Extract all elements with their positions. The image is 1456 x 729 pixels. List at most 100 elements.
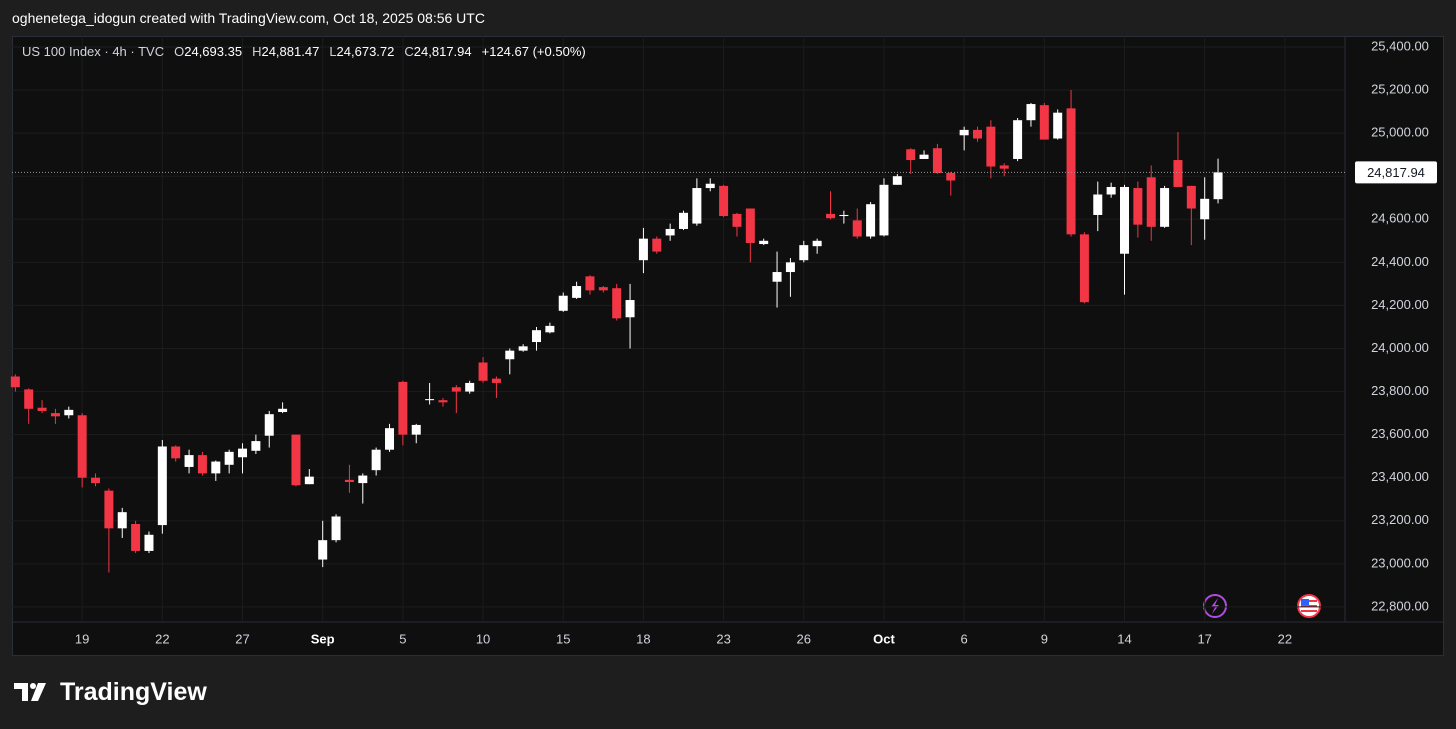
candle-body [1093, 194, 1103, 215]
candle-body [144, 534, 154, 551]
ohlc: O24,693.35 H24,881.47 L24,673.72 C24,817.94 [174, 44, 472, 59]
candle-body [906, 149, 916, 161]
candle-body [772, 272, 782, 282]
candle-body [425, 399, 435, 401]
y-tick-label: 23,600.00 [1371, 426, 1429, 441]
candle-body [719, 185, 729, 217]
y-tick-label: 24,600.00 [1371, 211, 1429, 226]
candle-body [344, 479, 354, 483]
x-tick-label: 14 [1117, 631, 1131, 646]
x-tick-label: 18 [636, 631, 650, 646]
candle-body [91, 477, 101, 484]
candle-body [932, 148, 942, 173]
candle-body [1026, 104, 1036, 121]
y-tick-label: 25,200.00 [1371, 81, 1429, 96]
candle-body [826, 213, 836, 219]
ohlc-letter: C [404, 44, 414, 59]
candle-body [1173, 160, 1183, 187]
change: +124.67 (+0.50%) [481, 44, 586, 59]
candle-body [692, 188, 702, 224]
candle-body [999, 165, 1009, 169]
ohlc-item: O24,693.35 [174, 44, 242, 59]
candle-body [986, 126, 996, 167]
candle-body [1200, 198, 1210, 220]
y-tick-label: 24,000.00 [1371, 340, 1429, 355]
candle-body [64, 409, 74, 416]
candle-body [598, 287, 608, 291]
candle-body [318, 540, 328, 560]
candle-body [264, 414, 274, 436]
candle-body [892, 176, 902, 185]
candle-body [959, 129, 969, 136]
x-tick-label: 26 [797, 631, 811, 646]
candle-body [451, 387, 461, 392]
ohlc-letter: L [329, 44, 337, 59]
candle-body [839, 214, 849, 217]
candle-body [291, 434, 301, 486]
x-tick-label: 22 [155, 631, 169, 646]
ohlc-value: 24,693.35 [184, 44, 243, 59]
candle-body [104, 490, 114, 529]
candle-body [1160, 188, 1170, 227]
candle-body [224, 451, 234, 465]
candle-body [558, 295, 568, 311]
candle-body [251, 441, 261, 451]
candle-body [759, 240, 769, 245]
candle-body [24, 389, 34, 409]
candle-body [745, 208, 755, 243]
candle-body [652, 238, 662, 252]
candle-body [10, 376, 20, 388]
candle-body [37, 407, 47, 411]
candle-body [1013, 120, 1023, 159]
x-tick-label: 15 [556, 631, 570, 646]
candle-body [50, 413, 60, 417]
candle-body [184, 455, 194, 467]
candle-body [1106, 186, 1116, 195]
x-tick-label: 22 [1278, 631, 1292, 646]
x-tick-label: 10 [476, 631, 490, 646]
y-tick-label: 23,400.00 [1371, 469, 1429, 484]
candle-body [1039, 105, 1049, 140]
attribution: oghenetega_idogun created with TradingVi… [12, 10, 485, 26]
candle-body [131, 524, 141, 551]
candle-body [411, 424, 421, 435]
y-tick-label: 25,000.00 [1371, 125, 1429, 140]
candle-body [532, 330, 542, 343]
legend: US 100 Index · 4h · TVC O24,693.35 H24,88… [22, 44, 586, 59]
candle-body [1053, 112, 1063, 139]
candle-body [465, 382, 475, 392]
candle-body [638, 238, 648, 261]
flag-icon[interactable] [1297, 594, 1321, 618]
y-tick-label: 24,400.00 [1371, 254, 1429, 269]
candle-body [665, 228, 675, 236]
ohlc-item: C24,817.94 [404, 44, 471, 59]
candle-body [1066, 108, 1076, 235]
event-icon[interactable] [1203, 594, 1227, 618]
candle-body [478, 362, 488, 381]
x-tick-label: 23 [716, 631, 730, 646]
candle-body [491, 378, 501, 383]
candle-body [358, 475, 368, 484]
candle-body [799, 245, 809, 261]
x-tick-label: 5 [399, 631, 406, 646]
candle-body [385, 428, 395, 450]
candle-body [171, 446, 181, 459]
x-tick-label: 6 [961, 631, 968, 646]
y-tick-label: 22,800.00 [1371, 598, 1429, 613]
candle-body [1133, 188, 1143, 225]
candle-body [612, 288, 622, 319]
ohlc-value: 24,673.72 [336, 44, 395, 59]
candle-body [1120, 186, 1130, 254]
brand: TradingView [60, 678, 207, 706]
candle-body [812, 240, 822, 247]
x-tick-label: Oct [873, 631, 895, 646]
y-tick-label: 23,000.00 [1371, 555, 1429, 570]
candle-body [946, 172, 956, 181]
y-tick-label: 23,200.00 [1371, 512, 1429, 527]
x-tick-label: 9 [1041, 631, 1048, 646]
y-tick-label: 24,200.00 [1371, 297, 1429, 312]
ohlc-item: L24,673.72 [329, 44, 394, 59]
ohlc-letter: H [252, 44, 262, 59]
candle-body [331, 516, 341, 541]
